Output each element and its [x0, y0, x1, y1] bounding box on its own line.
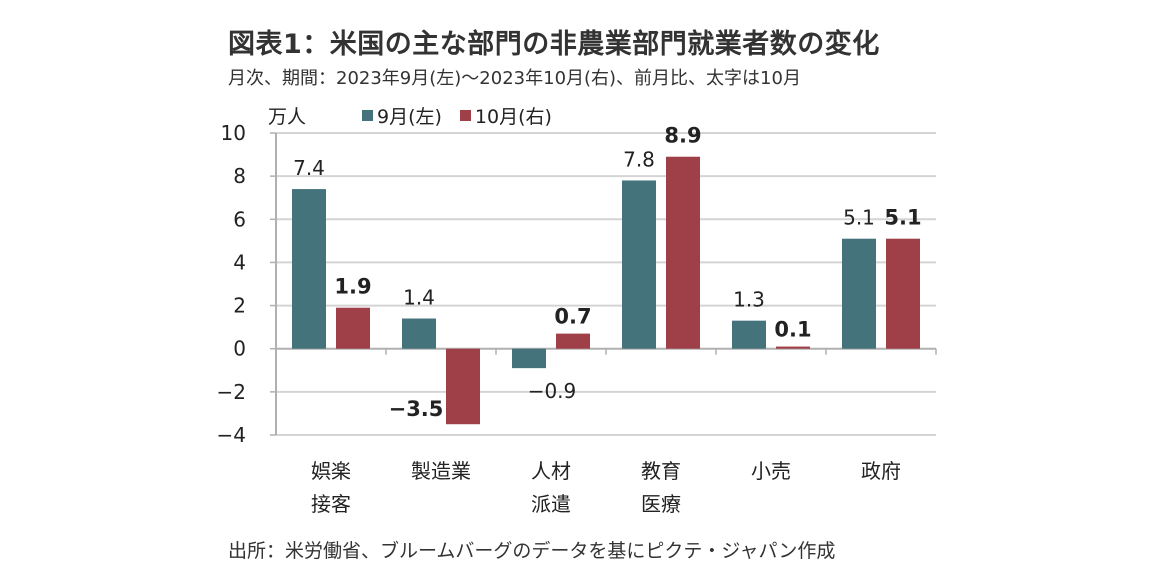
bar-october — [666, 156, 700, 349]
y-tick-label: 6 — [233, 207, 246, 231]
bar-september — [512, 348, 546, 369]
bar-september — [292, 189, 326, 349]
chart-subtitle: 月次、期間：2023年9月(左)～2023年10月(右)、前月比、太字は10月 — [228, 68, 801, 89]
data-label-october: −3.5 — [389, 397, 444, 421]
x-category-label: 教育 — [641, 459, 681, 483]
legend-swatch-october — [459, 110, 471, 121]
chart-title: 図表1：米国の主な部門の非農業部門就業者数の変化 — [228, 29, 880, 60]
y-tick-label: 4 — [233, 250, 246, 274]
bar-september — [732, 320, 766, 349]
bar-october — [776, 346, 810, 349]
data-label-october: 5.1 — [884, 206, 921, 230]
data-label-september: 7.8 — [623, 147, 655, 171]
data-label-october: 1.9 — [334, 275, 371, 299]
legend: 9月(左) 10月(右) — [362, 102, 552, 129]
legend-swatch-september — [362, 110, 373, 121]
bar-september — [842, 238, 876, 349]
x-category-label: 製造業 — [411, 459, 471, 483]
bar-october — [886, 238, 920, 349]
data-label-september: 7.4 — [293, 156, 325, 180]
bar-september — [402, 318, 436, 349]
y-tick-label: 0 — [233, 337, 246, 361]
y-tick-label: −4 — [217, 423, 246, 447]
legend-label-october: 10月(右) — [474, 106, 552, 128]
x-category-label: 小売 — [751, 459, 791, 483]
bar-september — [622, 180, 656, 349]
legend-item-september: 9月(左) — [362, 102, 442, 129]
x-category-label: 政府 — [861, 459, 901, 483]
x-category-label: 派遣 — [531, 492, 571, 516]
legend-label-september: 9月(左) — [377, 106, 442, 128]
y-tick-label: 10 — [221, 121, 246, 145]
y-tick-label: −2 — [217, 380, 246, 404]
data-label-september: 1.3 — [733, 288, 765, 312]
x-category-label: 接客 — [311, 492, 351, 516]
data-label-october: 0.7 — [554, 305, 591, 329]
x-category-label: 人材 — [531, 459, 571, 483]
data-label-october: 0.1 — [774, 318, 811, 342]
y-axis-unit-label: 万人 — [268, 106, 307, 128]
source-note: 出所：米労働省、ブルームバーグのデータを基にピクテ・ジャパン作成 — [228, 540, 836, 562]
data-label-september: −0.9 — [528, 379, 577, 403]
x-category-label: 医療 — [641, 492, 681, 516]
data-label-september: 1.4 — [403, 286, 435, 310]
data-label-september: 5.1 — [843, 206, 875, 230]
bar-october — [446, 348, 480, 425]
x-category-label: 娯楽 — [311, 459, 351, 483]
y-tick-label: 2 — [233, 294, 246, 318]
bar-october — [336, 307, 370, 349]
bar-october — [556, 333, 590, 349]
data-label-october: 8.9 — [664, 124, 701, 148]
y-tick-label: 8 — [233, 164, 246, 188]
legend-item-october: 10月(右) — [459, 102, 552, 129]
